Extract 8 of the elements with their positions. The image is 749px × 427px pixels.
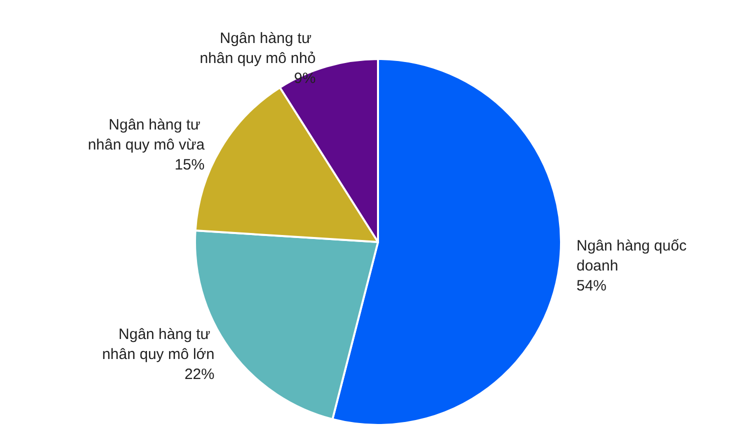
- slice-label: Ngân hàng tư nhân quy mô lớn: [102, 326, 214, 363]
- data-label: 54%: [576, 277, 607, 294]
- slice-label: Ngân hàng tư nhân quy mô nhỏ: [200, 30, 316, 68]
- slice-label: Ngân hàng tư nhân quy mô vừa: [88, 116, 206, 154]
- data-label: 22%: [184, 366, 214, 383]
- data-label: 15%: [174, 156, 205, 174]
- data-label: 9%: [294, 70, 316, 88]
- slice-label: Ngân hàng quốc doanh: [576, 237, 691, 274]
